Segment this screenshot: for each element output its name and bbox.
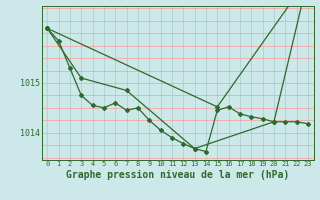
X-axis label: Graphe pression niveau de la mer (hPa): Graphe pression niveau de la mer (hPa) xyxy=(66,170,289,180)
